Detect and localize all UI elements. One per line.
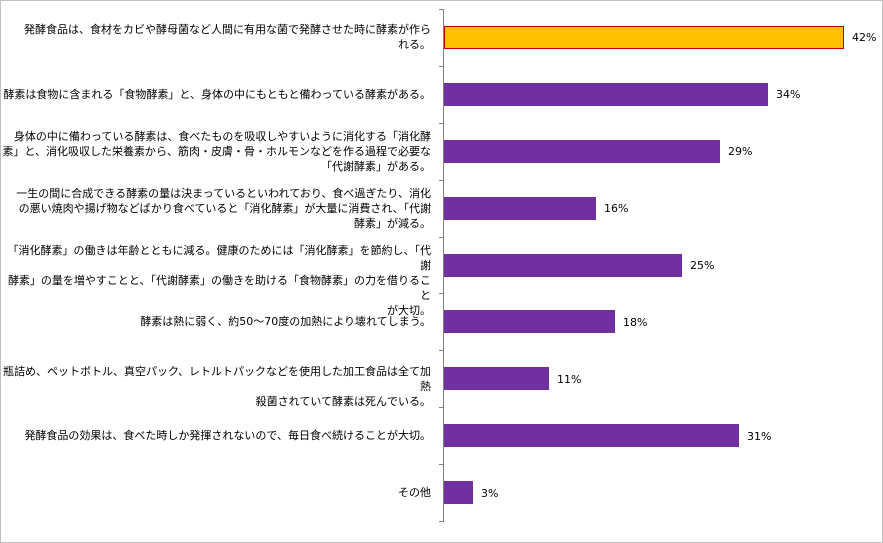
bar [444,481,473,504]
value-label: 34% [776,88,801,101]
axis-tick [439,407,444,408]
category-label: 「消化酵素」の働きは年齢とともに減る。健康のためには「消化酵素」を節約し、「代謝… [7,244,432,317]
bar [444,197,596,220]
axis-tick [439,521,444,522]
bar [444,367,549,390]
value-label: 42% [852,31,877,44]
axis-tick [439,123,444,124]
value-label: 11% [557,373,582,386]
category-label: 一生の間に合成できる酵素の量は決まっているといわれており、食べ過ぎたり、消化 の… [16,187,431,230]
category-label: 酵素は熱に弱く、約50～70度の加熱により壊れてしまう。 [140,315,431,328]
bar [444,254,682,277]
axis-tick [439,350,444,351]
axis-tick [439,464,444,465]
bar [444,83,768,106]
value-label: 25% [690,259,715,272]
bar [444,26,844,49]
axis-tick [439,9,444,10]
category-label: 身体の中に備わっている酵素は、食べたものを吸収しやすいように消化する「消化酵 素… [2,130,431,173]
bar [444,310,615,333]
axis-tick [439,66,444,67]
value-label: 3% [481,487,499,500]
value-label: 18% [623,316,648,329]
category-label: 発酵食品の効果は、食べた時しか発揮されないので、毎日食べ続けることが大切。 [24,429,431,442]
value-label: 16% [604,202,629,215]
category-label: 瓶詰め、ペットボトル、真空パック、レトルトパックなどを使用した加工食品は全て加熱… [2,365,431,408]
category-axis-line [443,9,444,521]
axis-tick [439,293,444,294]
value-label: 29% [728,145,753,158]
bar [444,140,720,163]
category-label: 発酵食品は、食材をカビや酵母菌など人間に有用な菌で発酵させた時に酵素が作ら れる… [24,23,431,51]
bar [444,424,739,447]
axis-tick [439,180,444,181]
category-label: 酵素は食物に含まれる「食物酵素」と、身体の中にもともと備わっている酵素がある。 [3,88,431,101]
value-label: 31% [747,430,772,443]
category-label: その他 [398,486,431,499]
axis-tick [439,237,444,238]
